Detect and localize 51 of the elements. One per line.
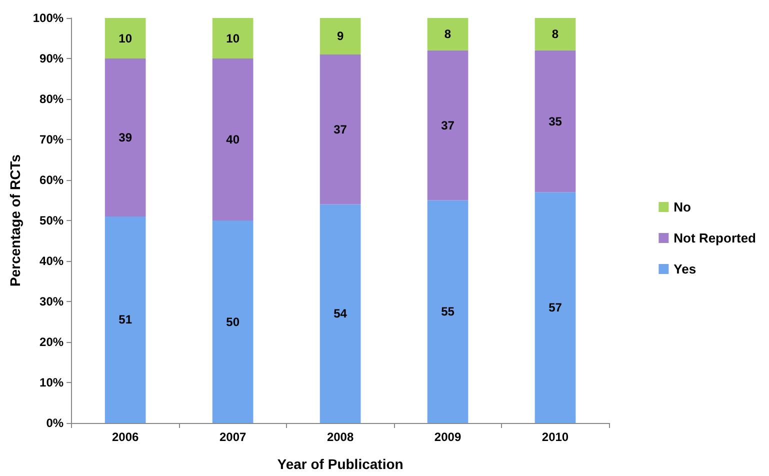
bar: [427, 18, 468, 50]
bar: [534, 18, 576, 50]
data-label: 10: [226, 31, 240, 46]
bar: [534, 50, 576, 192]
bar: [427, 50, 468, 200]
y-tick-label: 80%: [40, 92, 64, 106]
data-label: 9: [336, 29, 344, 44]
data-label: 55: [441, 304, 455, 319]
data-label: 35: [548, 114, 562, 128]
data-label: 50: [226, 314, 240, 329]
bar: [212, 18, 254, 58]
x-tick-label: 2008: [326, 430, 354, 444]
legend-label: Not Reported: [674, 230, 756, 246]
y-tick-label: 50%: [40, 214, 64, 228]
y-tick-label: 70%: [40, 132, 64, 146]
bar: [104, 216, 146, 423]
bar: [534, 192, 576, 423]
data-label: 37: [441, 118, 455, 132]
y-tick-label: 100%: [32, 11, 64, 25]
y-tick-label: 30%: [40, 294, 64, 308]
y-tick-label: 20%: [40, 335, 64, 349]
data-label: 54: [334, 306, 348, 321]
data-label: 57: [548, 300, 562, 315]
legend-label: No: [674, 200, 692, 214]
y-tick-label: 0%: [46, 416, 64, 430]
bar: [427, 200, 468, 423]
bar: [104, 58, 146, 216]
legend-label: Yes: [674, 262, 696, 276]
y-axis-title: Percentage of RCTs: [7, 154, 23, 286]
data-label: 8: [444, 27, 452, 42]
bar: [212, 58, 254, 220]
x-tick-label: 2006: [112, 430, 139, 444]
data-label: 10: [118, 31, 132, 46]
y-tick-label: 60%: [40, 173, 64, 187]
bar: [104, 18, 146, 58]
bar: [212, 220, 254, 423]
data-label: 39: [118, 130, 132, 144]
x-axis-title: Year of Publication: [277, 456, 404, 472]
x-tick-label: 2010: [542, 430, 569, 444]
x-tick-label: 2007: [219, 430, 246, 444]
y-tick-label: 40%: [40, 254, 64, 268]
data-label: 37: [334, 122, 348, 136]
data-label: 40: [226, 132, 240, 146]
data-label: 8: [552, 27, 559, 42]
bar: [320, 18, 361, 54]
bar: [320, 204, 361, 423]
y-tick-label: 10%: [40, 376, 64, 390]
data-label: 51: [118, 312, 132, 327]
y-tick-label: 90%: [40, 52, 64, 66]
x-tick-label: 2009: [434, 430, 462, 444]
bar: [320, 54, 361, 204]
